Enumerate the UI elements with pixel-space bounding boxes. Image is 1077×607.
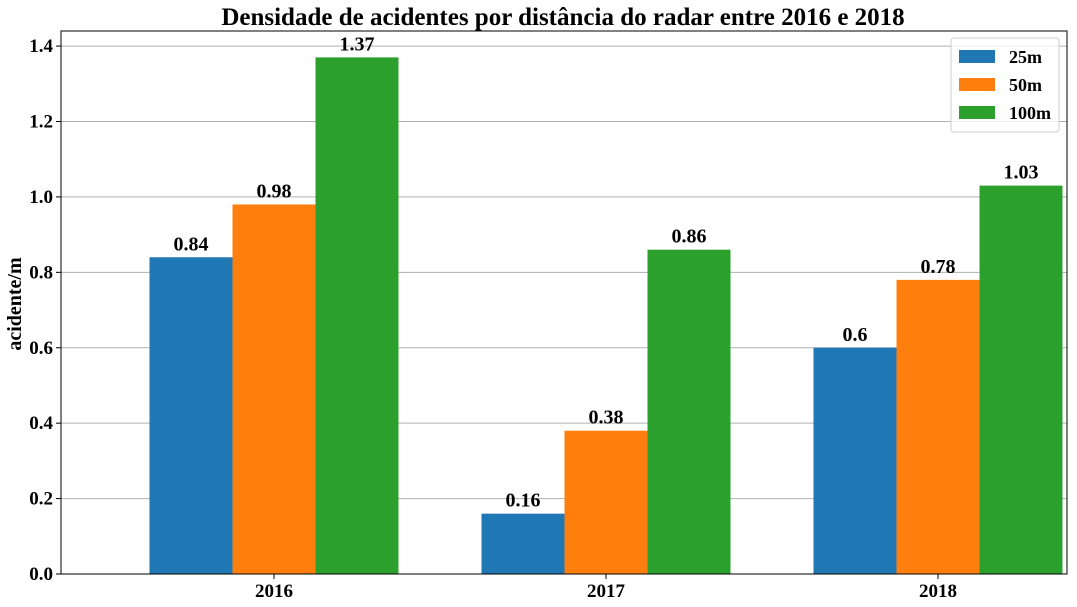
legend-label-25m: 25m [1009,47,1042,67]
y-tick-label: 0.8 [29,262,53,283]
plot-frame [60,30,1068,575]
legend: 25m 50m 100m [950,37,1060,133]
bar-100m-2016 [315,57,399,575]
bar-50m-2018 [896,279,980,574]
bar-25m-2017 [481,513,565,574]
y-tick-label: 0.0 [29,564,53,585]
data-label-25m-2017: 0.16 [506,490,541,512]
bar-100m-2018 [979,185,1063,574]
bar-25m-2016 [149,257,233,574]
y-axis-ticks: 0.0 0.2 0.4 0.6 0.8 1.0 1.2 1.4 [29,36,61,585]
x-tick-label: 2018 [919,581,957,602]
y-tick-label: 0.6 [29,338,53,359]
bar-50m-2017 [564,430,648,574]
bar-50m-2016 [232,204,316,575]
data-label-100m-2016: 1.37 [340,33,375,55]
legend-label-100m: 100m [1009,103,1051,123]
chart-title: Densidade de acidentes por distância do … [221,4,904,31]
x-axis-ticks: 2016 2017 2018 [255,574,957,602]
y-tick-label: 1.0 [29,187,53,208]
data-label-100m-2018: 1.03 [1004,162,1039,184]
legend-swatch-25m [959,50,995,63]
data-label-50m-2018: 0.78 [921,256,956,278]
y-tick-label: 1.2 [29,112,53,133]
bars [149,57,1063,575]
data-label-50m-2017: 0.38 [589,407,624,429]
bar-100m-2017 [647,249,731,575]
data-label-25m-2016: 0.84 [174,233,209,255]
x-tick-label: 2016 [255,581,293,602]
y-tick-label: 0.4 [29,413,53,434]
data-label-100m-2017: 0.86 [672,226,707,248]
x-tick-label: 2017 [587,581,626,602]
y-axis-label: acidente/m [4,257,26,351]
y-tick-label: 1.4 [29,36,53,57]
data-label-50m-2016: 0.98 [257,180,292,202]
data-labels: 0.84 0.98 1.37 0.16 0.38 0.86 0.6 0.78 1.03 [174,33,1039,511]
bar-25m-2018 [813,347,897,574]
legend-label-50m: 50m [1009,75,1042,95]
legend-swatch-100m [959,106,995,119]
legend-swatch-50m [959,78,995,91]
data-label-25m-2018: 0.6 [843,324,868,346]
y-tick-label: 0.2 [29,489,53,510]
